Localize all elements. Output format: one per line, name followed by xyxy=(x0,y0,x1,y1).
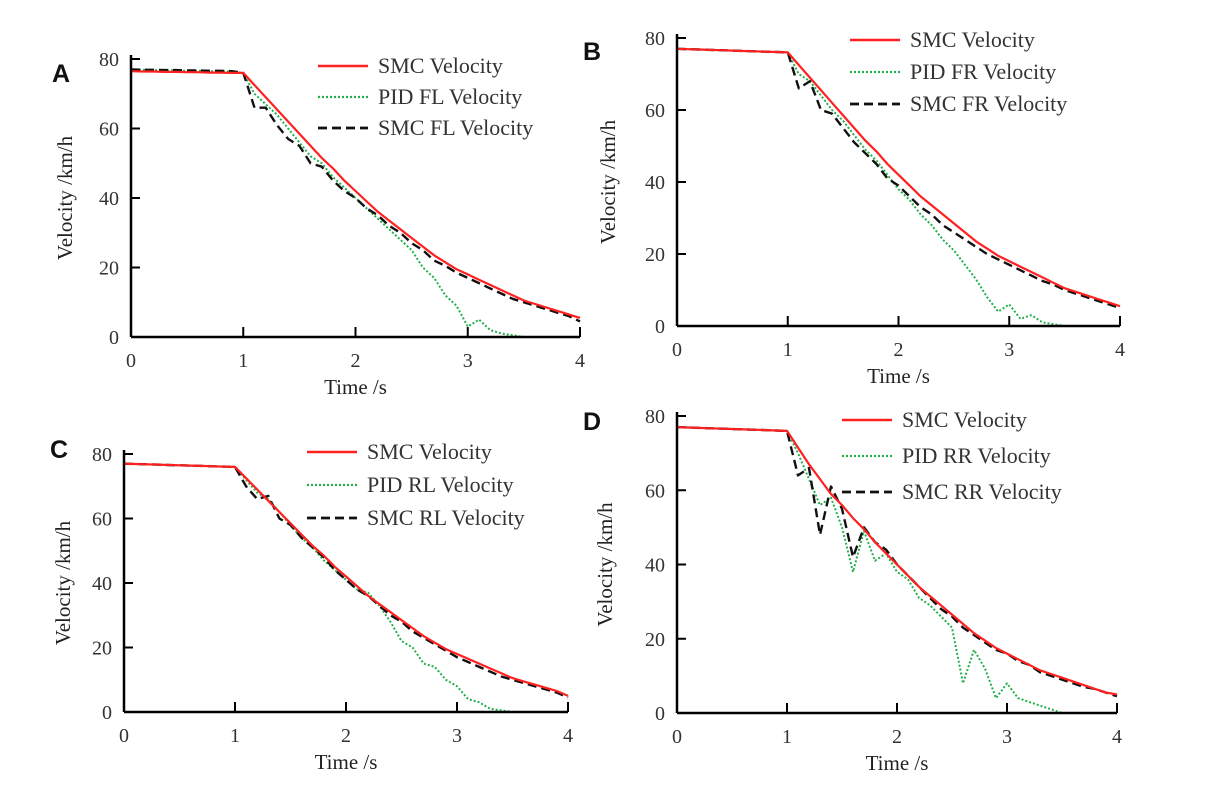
series-line-smc-fr-velocity xyxy=(676,47,1121,310)
x-tick-label: 0 xyxy=(672,726,682,748)
x-tick-label: 2 xyxy=(341,725,351,747)
y-axis-label: Velocity /km/h xyxy=(53,135,77,260)
y-tick-label: 0 xyxy=(655,316,665,338)
legend: SMC Velocity PID FL Velocity SMC FL Veloci… xyxy=(318,53,533,140)
y-tick-label: 20 xyxy=(645,244,665,266)
series-line-pid-fl-velocity xyxy=(130,68,525,338)
legend-label: PID RL Velocity xyxy=(367,472,514,497)
legend-label: SMC RR Velocity xyxy=(902,479,1062,504)
x-tick-label: 3 xyxy=(463,350,473,372)
legend: SMC Velocity PID RR Velocity SMC RR Veloci… xyxy=(842,407,1062,504)
x-tick-label: 4 xyxy=(575,350,585,372)
x-tick-label: 4 xyxy=(1112,726,1122,748)
legend: SMC Velocity PID RL Velocity SMC RL Veloci… xyxy=(307,439,525,530)
y-tick-label: 80 xyxy=(99,49,119,71)
x-tick-label: 4 xyxy=(1115,339,1125,361)
y-tick-label: 40 xyxy=(645,172,665,194)
y-tick-label: 40 xyxy=(645,555,665,577)
legend-label: SMC Velocity xyxy=(910,27,1035,52)
y-tick-label: 20 xyxy=(645,629,665,651)
x-tick-label: 2 xyxy=(892,726,902,748)
series-line-pid-rr-velocity xyxy=(676,426,1063,714)
legend-label: SMC FL Velocity xyxy=(378,115,533,140)
y-tick-label: 0 xyxy=(655,703,665,725)
x-axis-label: Time /s xyxy=(866,751,929,775)
y-tick-label: 20 xyxy=(99,258,119,280)
x-axis-label: Time /s xyxy=(867,364,930,388)
legend-label: SMC Velocity xyxy=(367,439,492,464)
x-axis-label: Time /s xyxy=(324,375,387,399)
x-tick-label: 3 xyxy=(452,725,462,747)
series-line-smc-rl-velocity xyxy=(123,462,569,699)
y-axis-label: Velocity /km/h xyxy=(596,119,620,244)
panel-letter: D xyxy=(583,408,601,436)
y-tick-label: 60 xyxy=(645,100,665,122)
y-tick-label: 60 xyxy=(99,119,119,141)
x-tick-label: 1 xyxy=(783,339,793,361)
panel-letter: A xyxy=(52,60,70,88)
x-tick-label: 1 xyxy=(230,725,240,747)
series-line-pid-rl-velocity xyxy=(123,462,513,713)
x-tick-label: 3 xyxy=(1004,339,1014,361)
y-tick-label: 40 xyxy=(99,188,119,210)
x-tick-label: 2 xyxy=(351,350,361,372)
panel-A: A 0 20 40 60 80 0 1 2 3 4 Time /s Velocity /km/h SMC … xyxy=(52,49,585,399)
legend-label: PID RR Velocity xyxy=(902,443,1051,468)
panel-letter: B xyxy=(583,38,601,66)
panel-C: C 0 20 40 60 80 0 1 2 3 4 Time /s Velocity /km/h SMC … xyxy=(50,436,573,774)
x-tick-label: 0 xyxy=(126,350,136,372)
legend-label: PID FR Velocity xyxy=(910,59,1056,84)
y-tick-label: 0 xyxy=(102,702,112,724)
series-line-smc-velocity xyxy=(676,426,1118,696)
series-line-smc-velocity xyxy=(130,70,581,319)
x-tick-label: 1 xyxy=(238,350,248,372)
panel-D: D 0 20 40 60 80 0 1 2 3 4 Time /s Velocity /km/h SMC … xyxy=(583,406,1122,775)
y-tick-label: 60 xyxy=(645,480,665,502)
y-tick-label: 20 xyxy=(92,638,112,660)
x-tick-label: 0 xyxy=(672,339,682,361)
y-tick-label: 40 xyxy=(92,573,112,595)
x-axis-label: Time /s xyxy=(315,750,378,774)
x-tick-label: 2 xyxy=(894,339,904,361)
x-tick-label: 4 xyxy=(563,725,573,747)
x-tick-label: 0 xyxy=(119,725,129,747)
series-line-smc-fl-velocity xyxy=(130,68,581,323)
panel-letter: C xyxy=(50,436,68,464)
legend: SMC Velocity PID FR Velocity SMC FR Veloci… xyxy=(850,27,1067,116)
x-tick-label: 1 xyxy=(782,726,792,748)
series-line-smc-rr-velocity xyxy=(676,425,1118,698)
y-tick-label: 80 xyxy=(645,406,665,428)
y-tick-label: 80 xyxy=(92,444,112,466)
legend-label: SMC FR Velocity xyxy=(910,91,1067,116)
y-axis-label: Velocity /km/h xyxy=(593,502,617,627)
y-axis-label: Velocity /km/h xyxy=(51,520,75,645)
y-tick-label: 60 xyxy=(92,509,112,531)
y-tick-label: 0 xyxy=(109,327,119,349)
x-tick-label: 3 xyxy=(1002,726,1012,748)
y-tick-label: 80 xyxy=(645,28,665,50)
legend-label: SMC Velocity xyxy=(902,407,1027,432)
legend-label: SMC RL Velocity xyxy=(367,505,525,530)
legend-label: PID FL Velocity xyxy=(378,84,522,109)
series-line-smc-velocity xyxy=(676,47,1121,308)
legend-label: SMC Velocity xyxy=(378,53,503,78)
panel-B: B 0 20 40 60 80 0 1 2 3 4 Time /s Velocity /km/h SMC … xyxy=(583,27,1125,388)
series-line-smc-velocity xyxy=(123,462,569,697)
